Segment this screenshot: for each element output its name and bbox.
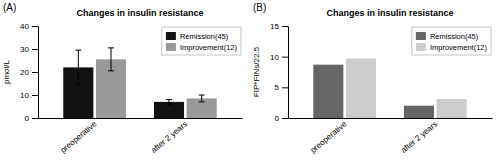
bar [313,65,343,118]
error-bar [166,100,172,105]
title: Changes in insulin resistance [326,8,453,18]
legend-frame [162,27,241,55]
series [346,59,467,118]
tick-label: 10 [20,91,29,100]
tick [282,87,288,88]
tick [32,72,38,73]
legend-label: Improvement(12) [180,43,238,52]
tick [32,95,38,96]
bar [404,106,434,118]
bar [346,59,376,118]
error-bar [199,95,205,102]
tick-group: 20 [20,68,38,77]
panel: 0 5 10 15 preoperative after 2 years FIP*FINs/… [252,2,493,155]
tick-group: 0 [275,114,288,123]
legend-swatch [416,32,426,40]
tick-label: 15 [270,22,279,31]
tick-group: 15 [270,22,288,31]
tick-group: after 2 years [149,119,189,154]
marks [63,48,216,118]
legend-label: Remission(45) [180,32,229,41]
bar [437,99,467,118]
tick-label: after 2 years [399,119,439,154]
axis-line [289,118,493,119]
legend-label: Remission(45) [430,32,479,41]
tick [32,118,38,119]
tick-group: 30 [20,45,38,54]
tick-label: 40 [20,22,29,31]
tick-group: 10 [20,91,38,100]
panel: 0 10 20 30 40 preoperative after 2 years pmol/L… [2,2,243,155]
axis-line [288,27,289,119]
y-axis: 0 5 10 15 [270,22,288,123]
tick-label: preoperative [59,119,99,155]
tick-label: 10 [270,53,279,62]
tick-label: after 2 years [149,119,189,154]
tick-group: 40 [20,22,38,31]
error-bar [108,48,114,71]
plot-area: 0 5 10 15 preoperative after 2 years FIP*FINs/… [252,22,493,155]
tick [32,49,38,50]
tick-group: 5 [275,83,288,92]
legend-swatch [416,43,426,51]
tick-label: 0 [25,114,30,123]
tick-label: 5 [275,83,280,92]
tick [282,26,288,27]
chart-svg: 0 10 20 30 40 preoperative after 2 years pmol/L… [0,0,500,162]
axis-title: FIP*FINs/22.5 [252,46,261,97]
y-axis: 0 10 20 30 40 [20,22,38,123]
tick-group: preoperative [59,119,99,155]
legend-swatch [166,43,176,51]
series [63,50,184,118]
tick [282,57,288,58]
plot-area: 0 10 20 30 40 preoperative after 2 years pmol/L… [2,22,243,155]
tick-label: 0 [275,114,280,123]
axis-line [39,118,243,119]
axis-line [38,27,39,119]
legend-label: Improvement(12) [430,43,488,52]
tick-label: preoperative [309,119,349,155]
legend-frame [412,27,491,55]
tick-label: 20 [20,68,29,77]
tick-group: 0 [25,114,38,123]
tick-group: preoperative [309,119,349,155]
axis-title: pmol/L [2,59,11,84]
panel-label: (B) [253,2,266,13]
tick [282,118,288,119]
legend: Remission(45) Improvement(12) [412,27,491,55]
series [96,48,217,118]
legend: Remission(45) Improvement(12) [162,27,241,55]
tick-group: 10 [270,53,288,62]
legend-swatch [166,32,176,40]
tick-group: after 2 years [399,119,439,154]
tick [32,26,38,27]
x-axis: preoperative after 2 years [39,119,243,155]
x-axis: preoperative after 2 years [289,119,493,155]
error-bar [75,50,81,85]
tick-label: 30 [20,45,29,54]
title: Changes in insulin resistance [76,8,203,18]
panel-label: (A) [3,2,16,13]
marks [313,59,466,118]
